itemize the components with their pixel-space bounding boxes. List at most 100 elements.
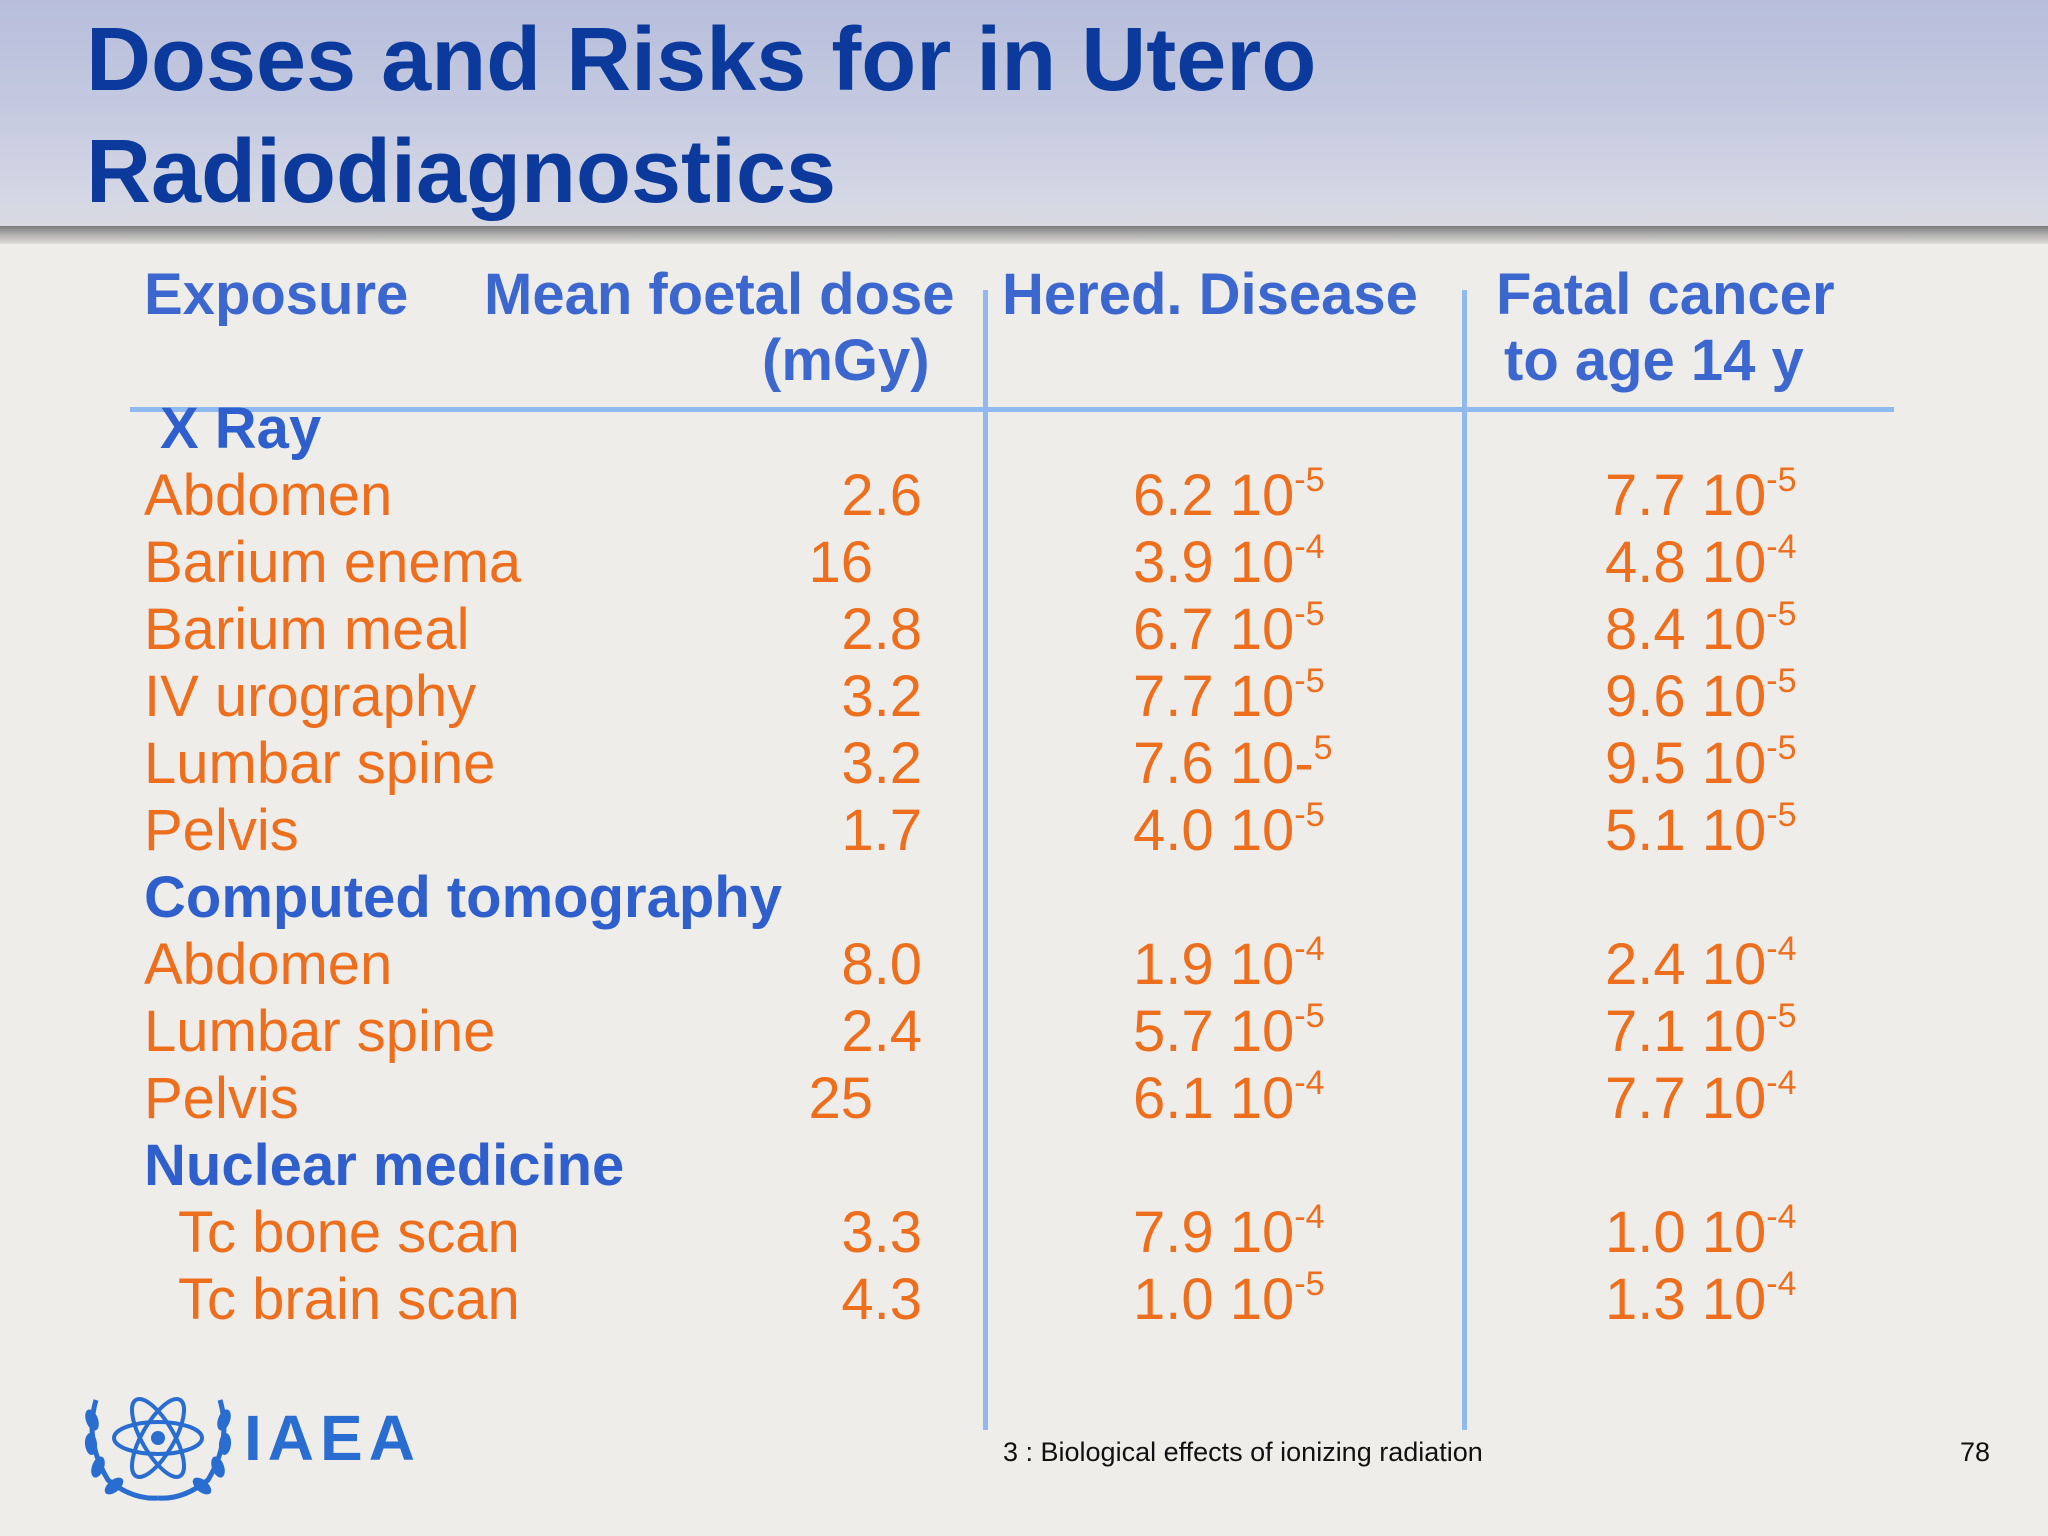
row-hered-risk-mantissa: 6.7 10 (1133, 597, 1295, 662)
row-cancer-risk-mantissa: 2.4 10 (1605, 932, 1767, 997)
row-hered-risk-mantissa: 6.2 10 (1133, 463, 1295, 528)
title-band (0, 0, 2048, 232)
row-cancer-risk: 7.7 10-5 (1605, 463, 1797, 529)
row-dose-value: 25 (808, 1066, 873, 1131)
row-cancer-risk: 9.5 10-5 (1605, 731, 1797, 797)
row-dose-value: 4.3 (841, 1267, 922, 1332)
row-cancer-risk-mantissa: 7.7 10 (1605, 1066, 1767, 1131)
row-dose-value: 1.7 (841, 798, 922, 863)
row-dose-value: 16 (808, 530, 873, 595)
header-hered: Hered. Disease (1002, 262, 1418, 327)
row-hered-risk-mantissa: 5.7 10 (1133, 999, 1295, 1064)
row-cancer-risk-mantissa: 5.1 10 (1605, 798, 1767, 863)
footer-caption: 3 : Biological effects of ionizing radia… (1003, 1437, 1483, 1467)
row-cancer-risk: 2.4 10-4 (1605, 932, 1797, 998)
row-dose-value: 8.0 (841, 932, 922, 997)
header-cancer-line2: to age 14 y (1504, 328, 1804, 393)
row-hered-risk: 4.0 10-5 (1133, 798, 1325, 864)
row-hered-risk-exponent: -5 (1294, 997, 1325, 1035)
row-cancer-risk-exponent: -5 (1766, 729, 1797, 767)
row-hered-risk-exponent: -5 (1294, 595, 1325, 633)
header-dose-line2: (mGy) (762, 328, 930, 393)
row-cancer-risk: 8.4 10-5 (1605, 597, 1797, 663)
row-cancer-risk-exponent: -4 (1766, 1265, 1797, 1303)
column-rule-1 (983, 290, 988, 1430)
row-cancer-risk-exponent: -5 (1766, 595, 1797, 633)
row-cancer-risk: 7.1 10-5 (1605, 999, 1797, 1065)
row-exposure-label: Tc bone scan (178, 1200, 520, 1265)
slide-title-line1: Doses and Risks for in Utero (86, 10, 1317, 110)
row-cancer-risk-exponent: -5 (1766, 796, 1797, 834)
row-cancer-risk-exponent: -4 (1766, 1064, 1797, 1102)
iaea-logo-text: IAEA (244, 1402, 421, 1474)
row-exposure-label: Abdomen (144, 463, 393, 528)
row-dose-value: 3.2 (841, 731, 922, 796)
un-emblem-icon (84, 1397, 232, 1501)
row-exposure-label: Lumbar spine (144, 999, 496, 1064)
row-cancer-risk-exponent: -4 (1766, 930, 1797, 968)
row-hered-risk-exponent: -5 (1294, 662, 1325, 700)
slide-title: Doses and Risks for in Utero Radiodiagno… (86, 4, 1316, 228)
header-cancer-line1: Fatal cancer (1496, 262, 1835, 327)
row-cancer-risk: 7.7 10-4 (1605, 1066, 1797, 1132)
row-hered-risk: 7.6 10-5 (1133, 731, 1333, 797)
row-hered-risk: 6.1 10-4 (1133, 1066, 1325, 1132)
row-hered-risk-mantissa: 4.0 10 (1133, 798, 1295, 863)
row-cancer-risk-mantissa: 7.7 10 (1605, 463, 1767, 528)
row-hered-risk-mantissa: 1.0 10 (1133, 1267, 1295, 1332)
row-dose-value: 3.3 (841, 1200, 922, 1265)
row-cancer-risk-mantissa: 7.1 10 (1605, 999, 1767, 1064)
row-exposure-label: Barium enema (144, 530, 522, 595)
row-exposure-label: Tc brain scan (178, 1267, 520, 1332)
row-cancer-risk: 4.8 10-4 (1605, 530, 1797, 596)
row-hered-risk-exponent: -5 (1294, 461, 1325, 499)
row-exposure-label: Abdomen (144, 932, 393, 997)
row-cancer-risk: 5.1 10-5 (1605, 798, 1797, 864)
section-heading: Computed tomography (144, 865, 782, 930)
section-heading: X Ray (160, 396, 322, 461)
row-hered-risk: 7.9 10-4 (1133, 1200, 1325, 1266)
row-hered-risk-mantissa: 7.9 10 (1133, 1200, 1295, 1265)
row-hered-risk-exponent: -4 (1294, 1064, 1325, 1102)
row-hered-risk: 7.7 10-5 (1133, 664, 1325, 730)
row-dose-value: 2.6 (841, 463, 922, 528)
title-shadow (0, 226, 2048, 244)
header-exposure: Exposure (144, 262, 409, 327)
row-hered-risk-mantissa: 6.1 10 (1133, 1066, 1295, 1131)
row-cancer-risk: 1.0 10-4 (1605, 1200, 1797, 1266)
row-dose-value: 2.4 (841, 999, 922, 1064)
header-dose-line1: Mean foetal dose (484, 262, 955, 327)
row-cancer-risk-mantissa: 1.3 10 (1605, 1267, 1767, 1332)
section-heading: Nuclear medicine (144, 1133, 625, 1198)
row-hered-risk-mantissa: 1.9 10 (1133, 932, 1295, 997)
row-cancer-risk: 1.3 10-4 (1605, 1267, 1797, 1333)
row-cancer-risk-mantissa: 8.4 10 (1605, 597, 1767, 662)
row-hered-risk-exponent: -5 (1294, 1265, 1325, 1303)
row-hered-risk-exponent: -4 (1294, 528, 1325, 566)
row-hered-risk: 6.7 10-5 (1133, 597, 1325, 663)
row-hered-risk-exponent: -5 (1294, 796, 1325, 834)
slide-title-line2: Radiodiagnostics (86, 122, 837, 222)
row-exposure-label: IV urography (144, 664, 477, 729)
page-number: 78 (1960, 1437, 1991, 1467)
row-hered-risk-mantissa: 3.9 10 (1133, 530, 1295, 595)
row-exposure-label: Lumbar spine (144, 731, 496, 796)
column-rule-2 (1462, 290, 1467, 1430)
row-cancer-risk-mantissa: 9.6 10 (1605, 664, 1767, 729)
row-cancer-risk-exponent: -4 (1766, 528, 1797, 566)
row-hered-risk-mantissa: 7.6 10- (1133, 731, 1314, 796)
row-cancer-risk-exponent: -5 (1766, 662, 1797, 700)
header-rule (130, 407, 1894, 412)
row-cancer-risk-exponent: -5 (1766, 461, 1797, 499)
row-hered-risk: 3.9 10-4 (1133, 530, 1325, 596)
row-cancer-risk-mantissa: 1.0 10 (1605, 1200, 1767, 1265)
row-exposure-label: Barium meal (144, 597, 470, 662)
row-hered-risk-exponent: -4 (1294, 930, 1325, 968)
row-hered-risk: 5.7 10-5 (1133, 999, 1325, 1065)
row-exposure-label: Pelvis (144, 1066, 299, 1131)
row-hered-risk-exponent: 5 (1313, 729, 1333, 767)
row-cancer-risk-mantissa: 9.5 10 (1605, 731, 1767, 796)
row-cancer-risk-exponent: -4 (1766, 1198, 1797, 1236)
row-cancer-risk: 9.6 10-5 (1605, 664, 1797, 730)
row-dose-value: 3.2 (841, 664, 922, 729)
